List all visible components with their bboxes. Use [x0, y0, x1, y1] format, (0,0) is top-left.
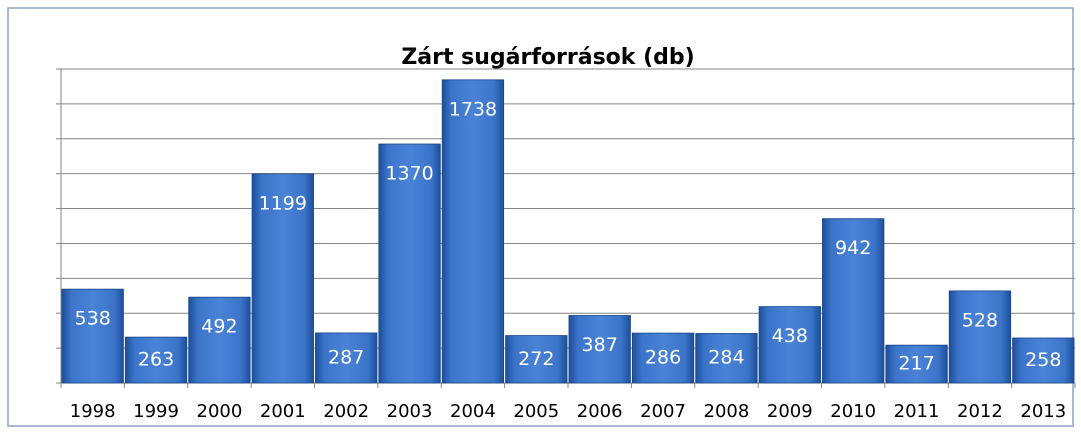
value-label: 1370: [385, 163, 433, 185]
value-label: 492: [201, 316, 237, 338]
bar: [822, 218, 885, 384]
x-tick-label: 1998: [70, 401, 116, 422]
x-tick-label: 2010: [830, 401, 876, 422]
value-label: 287: [328, 346, 364, 368]
bar: [505, 335, 568, 384]
x-tick-label: 1999: [133, 401, 179, 422]
x-tick-label: 2006: [577, 401, 623, 422]
value-label: 258: [1025, 349, 1061, 371]
x-tick-label: 2008: [704, 401, 750, 422]
value-label: 387: [582, 334, 618, 356]
x-tick-label: 2009: [767, 401, 813, 422]
bar: [758, 306, 821, 384]
bar: [631, 332, 695, 384]
bar: [61, 288, 124, 384]
x-tick-label: 2000: [197, 401, 243, 422]
bar: [1012, 337, 1075, 384]
value-label: 1738: [449, 98, 497, 120]
bar: [124, 336, 188, 384]
x-tick-label: 2007: [640, 401, 686, 422]
x-tick-label: 2005: [513, 401, 559, 422]
value-label: 528: [962, 309, 998, 331]
x-tick-label: 2001: [260, 401, 306, 422]
value-label: 438: [772, 325, 808, 347]
bar: [315, 332, 378, 384]
bar: [885, 344, 948, 384]
bar: [695, 333, 758, 384]
value-label: 942: [835, 237, 871, 259]
value-label: 284: [708, 347, 744, 369]
value-label: 286: [645, 347, 681, 369]
x-tick-label: 2003: [387, 401, 433, 422]
bar: [378, 143, 441, 384]
x-tick-label: 2011: [894, 401, 940, 422]
bar: [188, 296, 251, 384]
x-tick-label: 2004: [450, 401, 496, 422]
value-label: 1199: [259, 192, 307, 214]
value-label: 272: [518, 348, 554, 370]
value-label: 538: [75, 308, 111, 330]
bar: [441, 79, 505, 384]
x-tick-label: 2002: [323, 401, 369, 422]
bar: [251, 173, 314, 384]
x-tick-label: 2013: [1020, 401, 1066, 422]
value-label: 263: [138, 349, 174, 371]
bar: [948, 290, 1012, 384]
x-tick-label: 2012: [957, 401, 1003, 422]
bar: [568, 315, 631, 384]
value-label: 217: [898, 353, 934, 375]
chart-title: Zárt sugárforrások (db): [401, 45, 694, 70]
